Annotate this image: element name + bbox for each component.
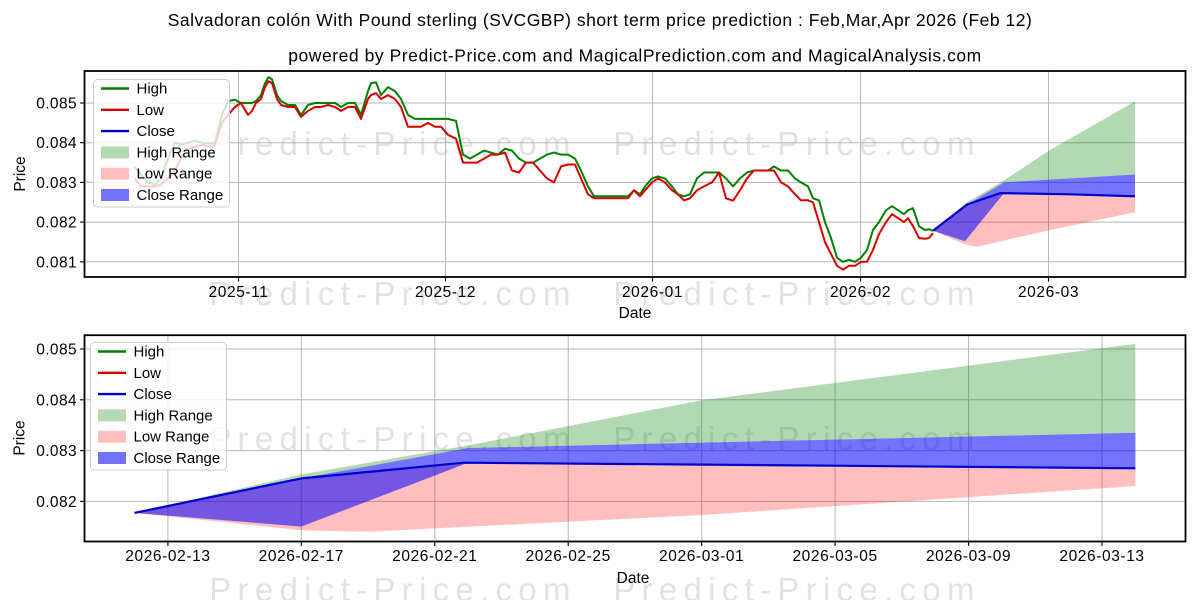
svg-text:Predict-Price.com: Predict-Price.com — [613, 275, 981, 312]
svg-text:Predict-Price.com: Predict-Price.com — [209, 125, 577, 162]
svg-text:High: High — [134, 344, 165, 361]
svg-text:2026-03: 2026-03 — [1018, 284, 1079, 301]
svg-text:powered by Predict-Price.com a: powered by Predict-Price.com and Magical… — [288, 46, 982, 66]
svg-text:Date: Date — [619, 305, 652, 322]
svg-text:0.085: 0.085 — [36, 96, 77, 113]
svg-text:Predict-Price.com: Predict-Price.com — [613, 125, 981, 162]
svg-text:2026-03-01: 2026-03-01 — [659, 548, 744, 565]
svg-text:2025-11: 2025-11 — [209, 284, 269, 301]
svg-text:Low: Low — [134, 365, 162, 382]
svg-text:0.082: 0.082 — [36, 215, 77, 232]
svg-text:Low Range: Low Range — [137, 166, 213, 183]
svg-text:2026-03-13: 2026-03-13 — [1059, 548, 1144, 565]
svg-text:High Range: High Range — [137, 144, 216, 161]
svg-text:0.083: 0.083 — [36, 175, 77, 192]
svg-text:Predict-Price.com: Predict-Price.com — [209, 571, 577, 600]
svg-text:0.084: 0.084 — [36, 392, 77, 409]
svg-text:Predict-Price.com: Predict-Price.com — [209, 275, 577, 312]
svg-text:0.084: 0.084 — [36, 135, 77, 152]
svg-text:Salvadoran colón With Pound st: Salvadoran colón With Pound sterling (SV… — [168, 10, 1033, 30]
svg-text:2026-02-13: 2026-02-13 — [125, 548, 210, 565]
svg-text:2026-03-09: 2026-03-09 — [926, 548, 1011, 565]
svg-text:Date: Date — [617, 570, 650, 587]
svg-text:High: High — [137, 81, 168, 98]
svg-text:Close Range: Close Range — [134, 450, 221, 467]
svg-text:High Range: High Range — [134, 407, 213, 424]
svg-text:Price: Price — [12, 156, 29, 191]
svg-text:0.082: 0.082 — [36, 494, 77, 511]
svg-text:Close Range: Close Range — [137, 187, 224, 204]
svg-text:2026-02-25: 2026-02-25 — [526, 548, 611, 565]
svg-text:2025-12: 2025-12 — [415, 284, 476, 301]
svg-text:0.085: 0.085 — [36, 342, 77, 359]
svg-text:Predict-Price.com: Predict-Price.com — [613, 571, 981, 600]
svg-text:Close: Close — [134, 386, 172, 403]
svg-text:Low Range: Low Range — [134, 429, 210, 446]
svg-text:2026-02: 2026-02 — [830, 284, 891, 301]
svg-text:Close: Close — [137, 123, 175, 140]
svg-text:0.083: 0.083 — [36, 443, 77, 460]
svg-text:Price: Price — [12, 420, 29, 455]
svg-text:0.081: 0.081 — [36, 254, 77, 271]
svg-text:2026-01: 2026-01 — [622, 284, 683, 301]
svg-text:2026-02-17: 2026-02-17 — [259, 548, 344, 565]
svg-text:Low: Low — [137, 102, 165, 119]
svg-text:2026-03-05: 2026-03-05 — [792, 548, 877, 565]
svg-text:2026-02-21: 2026-02-21 — [392, 548, 477, 565]
